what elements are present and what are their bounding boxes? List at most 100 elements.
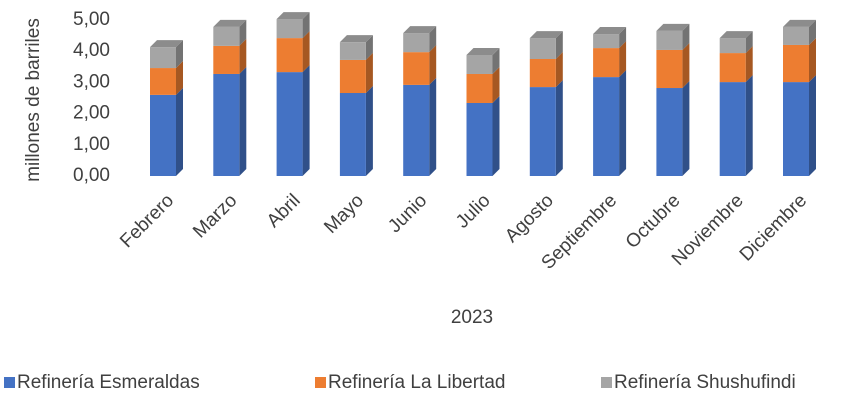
legend-label: Refinería Esmeraldas: [17, 372, 200, 393]
bar-top: [783, 19, 816, 27]
bar-top: [529, 31, 563, 39]
x-tick-label: Abril: [263, 190, 305, 232]
bar-side: [365, 35, 373, 60]
bar-side: [745, 46, 753, 83]
y-tick-label: 5,00: [73, 9, 110, 30]
x-tick-label: Agosto: [501, 190, 558, 247]
x-tick-label: Octubre: [622, 190, 685, 253]
bar-segment: [466, 102, 493, 176]
bar-segment: [339, 59, 366, 94]
bar-segment: [529, 38, 556, 59]
y-tick-label: 0,00: [73, 165, 110, 186]
bar-segment: [783, 26, 809, 45]
bar-top: [719, 31, 753, 39]
bar-top: [466, 47, 500, 55]
bar-top: [656, 23, 690, 31]
x-tick-label: Marzo: [189, 190, 241, 242]
bar-side: [809, 19, 816, 45]
bar-segment: [593, 77, 620, 176]
bar-segment: [339, 42, 366, 60]
bar-segment: [656, 49, 683, 89]
bar-side: [429, 45, 437, 85]
bar-side: [302, 12, 310, 39]
bar-segment: [656, 88, 683, 176]
bar-segment: [276, 38, 303, 73]
bar-segment: [719, 38, 746, 54]
bar-side: [682, 23, 690, 50]
bar-segment: [150, 47, 176, 69]
bar-segment: [150, 94, 176, 176]
bar-side: [492, 47, 500, 74]
legend-swatch: [315, 377, 326, 388]
bar-segment: [529, 87, 556, 176]
bar-segment: [403, 33, 430, 53]
bar-side: [239, 38, 247, 74]
bar-side: [619, 27, 627, 49]
x-tick-label: Julio: [452, 190, 494, 232]
legend-swatch: [4, 377, 15, 388]
bar-segment: [719, 53, 746, 83]
bar-segment: [276, 19, 303, 39]
bar-side: [365, 86, 373, 176]
legend-label: Refinería La Libertad: [328, 372, 505, 393]
legend-label: Refinería Shushufindi: [614, 372, 796, 393]
bar-side: [745, 75, 753, 176]
y-tick-label: 3,00: [73, 71, 110, 92]
bar-segment: [213, 73, 240, 176]
x-tick-label: Junio: [384, 190, 431, 237]
bar-segment: [213, 45, 240, 74]
x-axis-title: 2023: [451, 307, 493, 328]
bar-top: [150, 40, 183, 48]
bar-side: [619, 41, 627, 78]
bar-segment: [339, 93, 366, 176]
y-tick-label: 2,00: [73, 103, 110, 124]
bar-side: [809, 37, 816, 83]
bar-side: [682, 42, 690, 89]
legend-swatch: [601, 377, 612, 388]
bar-side: [555, 52, 563, 88]
bar-side: [555, 31, 563, 59]
bar-side: [365, 52, 373, 94]
bar-side: [492, 66, 500, 103]
bar-side: [239, 19, 247, 46]
y-axis-title: millones de barriles: [23, 18, 44, 182]
bar-segment: [403, 84, 430, 176]
bar-segment: [276, 72, 303, 176]
bar-top: [339, 35, 373, 43]
bar-side: [429, 77, 437, 176]
bar-segment: [529, 59, 556, 88]
bar-top: [403, 26, 437, 34]
bar-side: [176, 40, 183, 69]
bar-side: [302, 31, 310, 73]
y-tick-label: 4,00: [73, 40, 110, 61]
bar-segment: [593, 48, 620, 78]
bar-segment: [783, 82, 809, 176]
y-tick-label: 1,00: [73, 134, 110, 155]
bar-segment: [719, 82, 746, 176]
bar-side: [239, 66, 247, 176]
bar-side: [429, 26, 437, 53]
bar-side: [619, 70, 627, 176]
x-tick-label: Diciembre: [736, 190, 811, 265]
bar-segment: [150, 68, 176, 95]
x-tick-label: Mayo: [320, 190, 368, 238]
bar-segment: [783, 44, 809, 83]
x-tick-label: Febrero: [116, 190, 178, 252]
bar-side: [176, 87, 183, 176]
bar-top: [593, 27, 627, 35]
bar-segment: [466, 73, 493, 103]
bar-segment: [656, 30, 683, 50]
bar-top: [213, 19, 247, 27]
bar-side: [176, 61, 183, 95]
bar-side: [555, 80, 563, 176]
bar-segment: [403, 52, 430, 85]
bar-side: [302, 65, 310, 176]
bar-side: [809, 75, 816, 176]
bar-side: [492, 95, 500, 176]
bar-top: [276, 12, 310, 20]
bar-segment: [466, 54, 493, 74]
bar-segment: [213, 26, 240, 46]
bar-side: [745, 31, 753, 54]
bar-side: [682, 81, 690, 176]
